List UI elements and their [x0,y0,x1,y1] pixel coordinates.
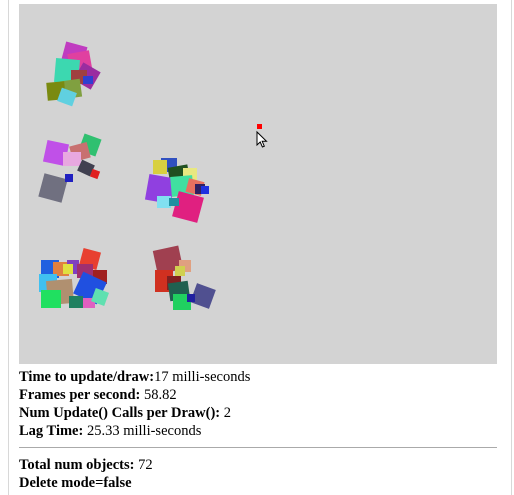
stat-label: Lag Time: [19,423,84,439]
square-object [57,87,77,107]
stat-label: Total num objects: [19,457,135,473]
stat-delete-mode: Delete mode=false [19,474,497,492]
square-object [77,159,95,177]
square-object [83,76,93,84]
divider [19,447,497,448]
square-object [65,174,73,182]
performance-stats: Time to update/draw:17 milli-seconds Fra… [19,368,497,440]
stat-value: 72 [134,457,153,473]
square-object [195,184,205,194]
stat-update-time: Time to update/draw:17 milli-seconds [19,368,497,386]
stat-value: 58.82 [140,387,177,403]
square-object [69,296,83,308]
stat-value: 17 milli-seconds [154,369,251,385]
square-object [89,168,101,180]
scene [38,41,268,310]
square-object [187,294,195,302]
square-object [190,283,216,309]
game-canvas[interactable] [19,4,497,364]
square-object [169,198,179,206]
stat-update-calls: Num Update() Calls per Draw(): 2 [19,404,497,422]
object-cluster-1 [46,41,101,107]
stat-value: 25.33 milli-seconds [83,423,202,439]
square-object [172,191,204,223]
square-object [38,173,68,203]
square-object [83,298,95,308]
object-cluster-3 [144,158,209,223]
object-cluster-5 [152,245,216,310]
square-object [201,186,209,194]
square-object [63,152,81,166]
stat-lag-time: Lag Time: 25.33 milli-seconds [19,422,497,440]
square-object [153,160,167,174]
hero-square [257,124,262,129]
stat-value: 2 [220,405,231,421]
square-object [63,264,73,274]
stat-label: Frames per second: [19,387,141,403]
square-object [157,196,171,208]
object-cluster-2 [38,133,102,203]
square-object [41,290,61,308]
arrow-pointer-icon [256,130,268,148]
square-object [173,294,191,310]
square-object [175,266,185,276]
object-stats: Total num objects: 72 Delete mode=false [19,456,497,492]
stat-fps: Frames per second: 58.82 [19,386,497,404]
stat-label: Delete mode=false [19,475,132,491]
stat-total-objects: Total num objects: 72 [19,456,497,474]
page-frame [8,0,512,495]
stat-label: Time to update/draw: [19,369,155,385]
square-object [42,139,70,167]
square-object [91,288,109,306]
stat-label: Num Update() Calls per Draw(): [19,405,221,421]
object-cluster-4 [39,247,109,308]
